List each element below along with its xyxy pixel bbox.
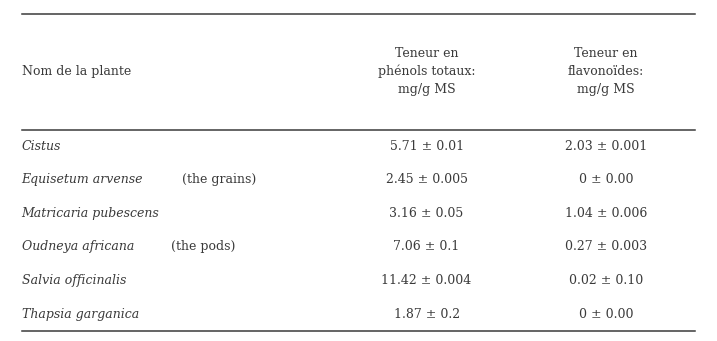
Text: Teneur en
flavonoïdes:
mg/g MS: Teneur en flavonoïdes: mg/g MS — [568, 47, 644, 96]
Text: 2.03 ± 0.001: 2.03 ± 0.001 — [565, 140, 647, 153]
Text: (the pods): (the pods) — [166, 240, 235, 253]
Text: 1.87 ± 0.2: 1.87 ± 0.2 — [394, 308, 460, 321]
Text: Nom de la plante: Nom de la plante — [22, 65, 130, 78]
Text: Matricaria pubescens: Matricaria pubescens — [22, 207, 159, 220]
Text: Oudneya africana: Oudneya africana — [22, 240, 134, 253]
Text: 0.27 ± 0.003: 0.27 ± 0.003 — [565, 240, 647, 253]
Text: (the grains): (the grains) — [179, 173, 257, 187]
Text: 7.06 ± 0.1: 7.06 ± 0.1 — [394, 240, 460, 253]
Text: 11.42 ± 0.004: 11.42 ± 0.004 — [381, 274, 472, 287]
Text: 3.16 ± 0.05: 3.16 ± 0.05 — [389, 207, 464, 220]
Text: Salvia officinalis: Salvia officinalis — [22, 274, 126, 287]
Text: 0 ± 0.00: 0 ± 0.00 — [579, 173, 633, 187]
Text: 0.02 ± 0.10: 0.02 ± 0.10 — [569, 274, 643, 287]
Text: 1.04 ± 0.006: 1.04 ± 0.006 — [565, 207, 647, 220]
Text: Cistus: Cistus — [22, 140, 61, 153]
Text: Equisetum arvense: Equisetum arvense — [22, 173, 143, 187]
Text: 2.45 ± 0.005: 2.45 ± 0.005 — [386, 173, 467, 187]
Text: 0 ± 0.00: 0 ± 0.00 — [579, 308, 633, 321]
Text: Teneur en
phénols totaux:
mg/g MS: Teneur en phénols totaux: mg/g MS — [378, 47, 475, 97]
Text: Thapsia garganica: Thapsia garganica — [22, 308, 139, 321]
Text: 5.71 ± 0.01: 5.71 ± 0.01 — [389, 140, 464, 153]
